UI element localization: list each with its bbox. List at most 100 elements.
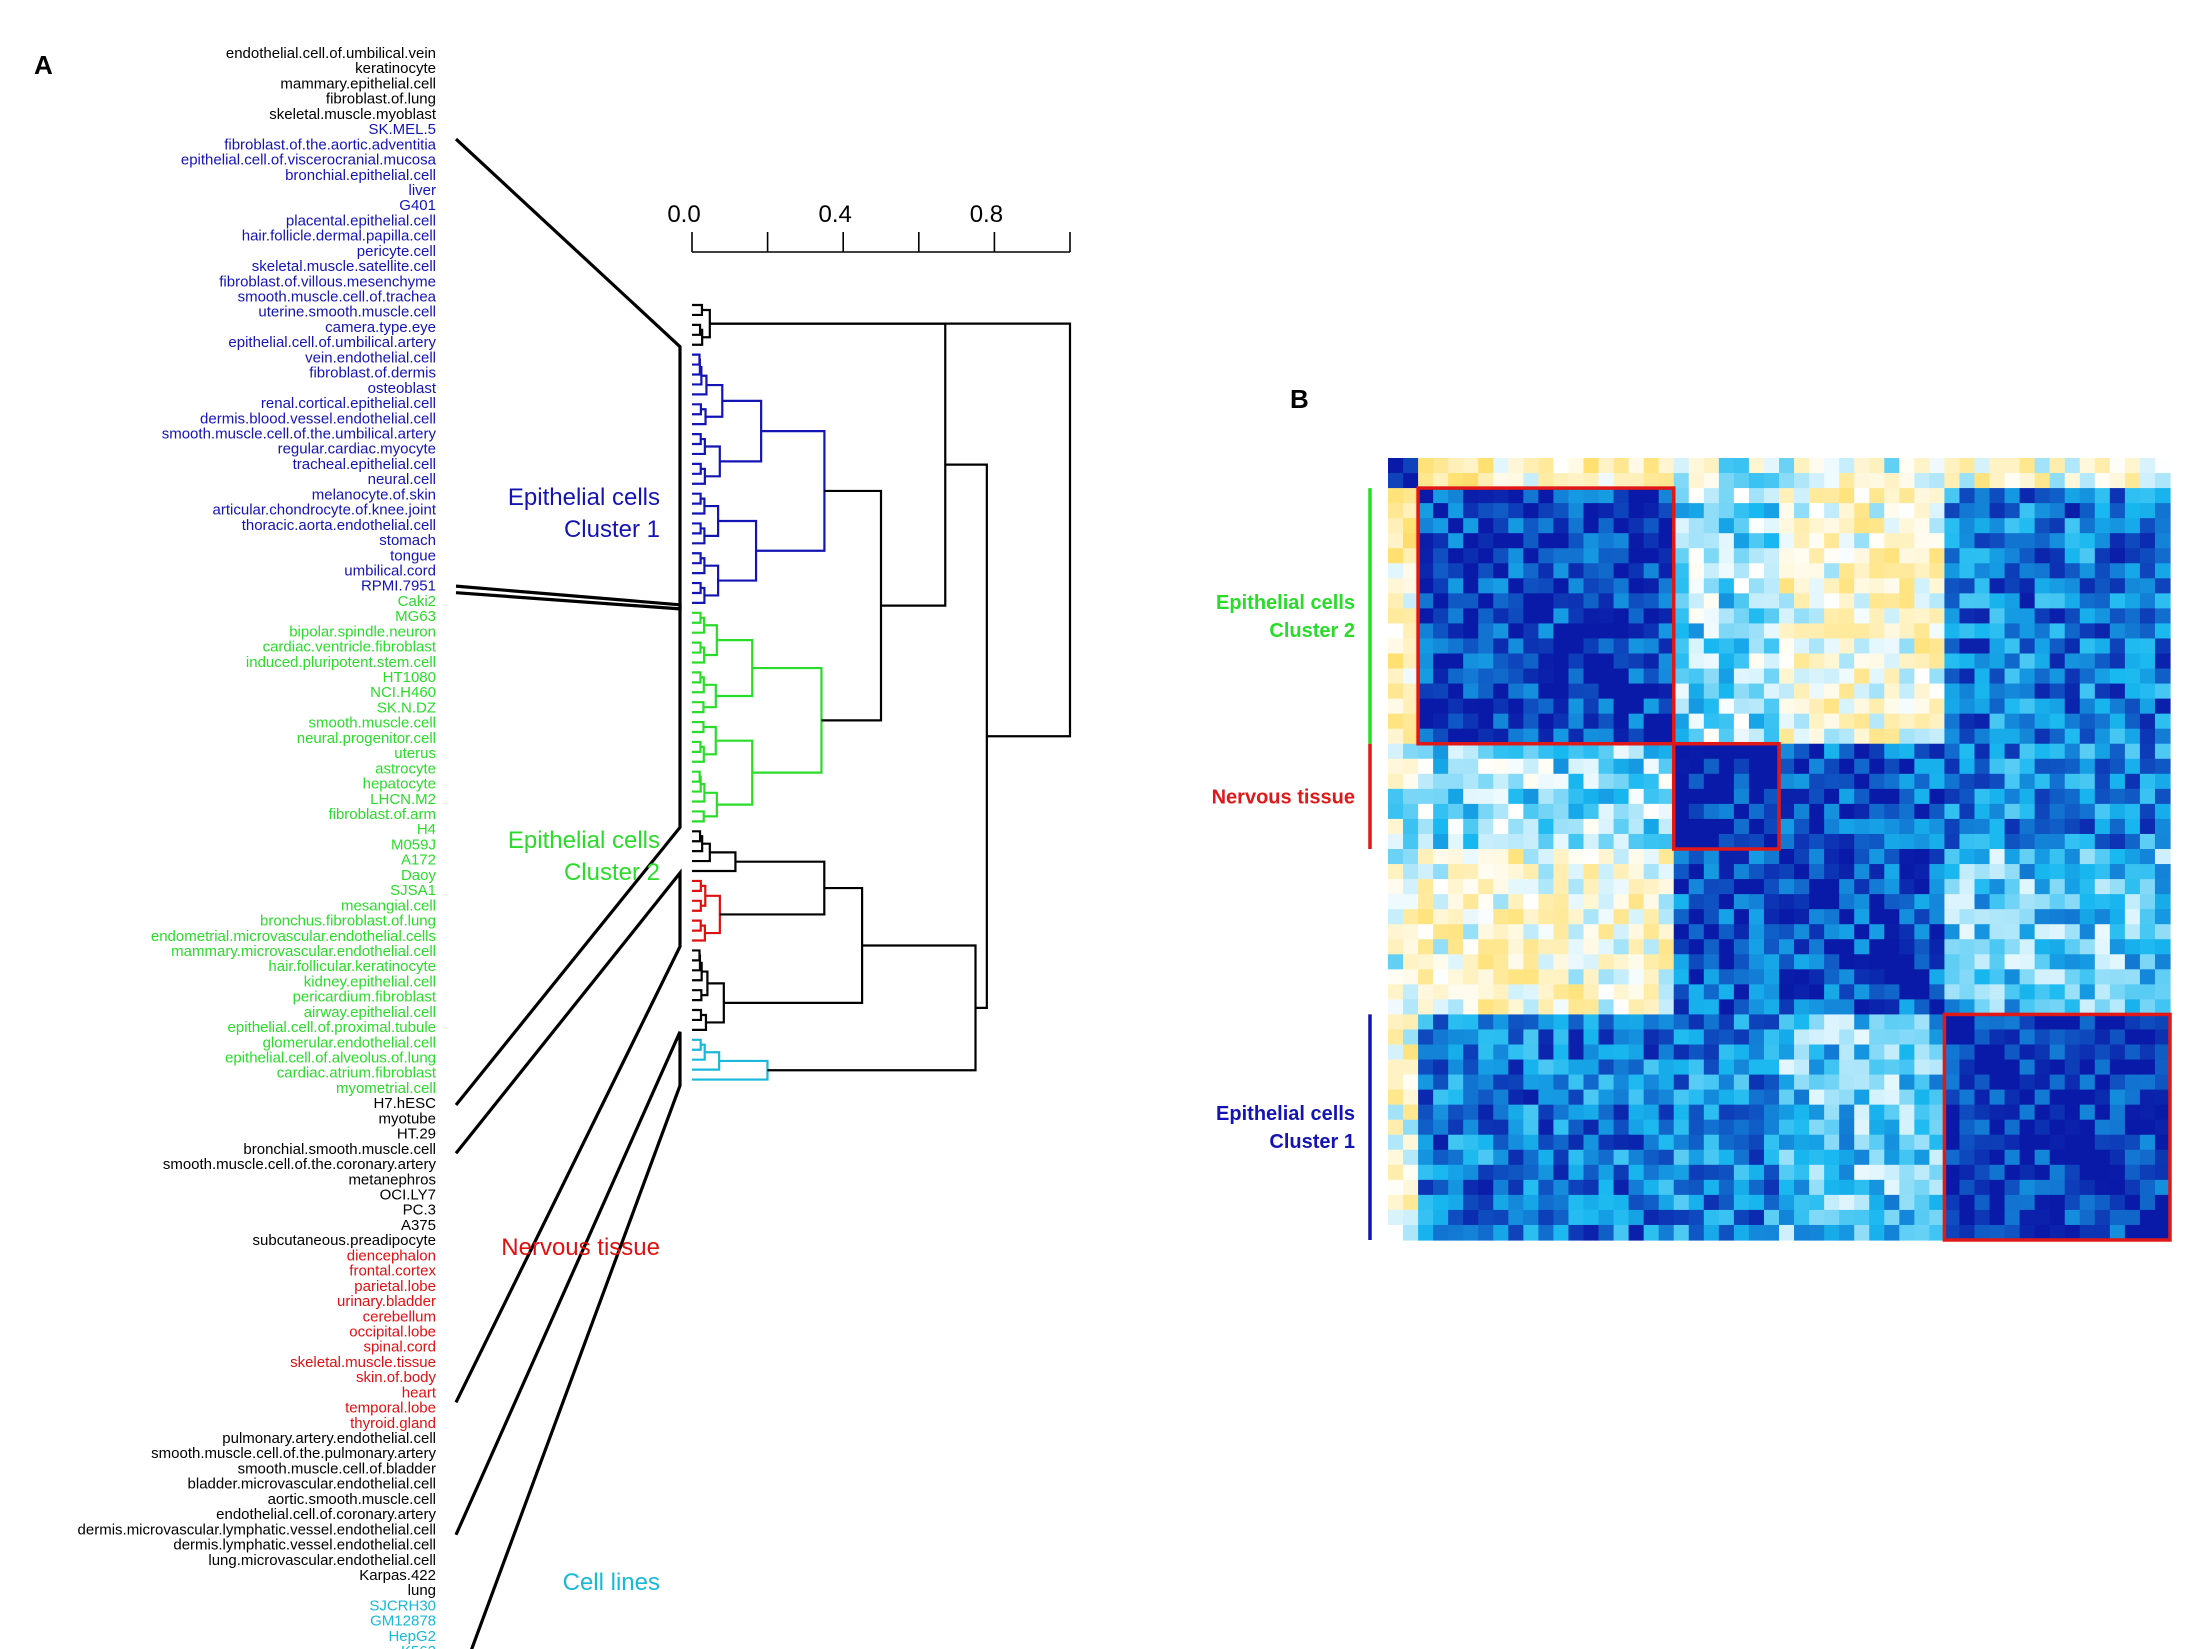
heatmap-cell [1538, 713, 1555, 730]
heatmap-cell [1478, 1134, 1494, 1151]
heatmap-cell [2049, 473, 2066, 489]
heatmap-cell [1809, 548, 1825, 564]
heatmap-cell [2154, 1029, 2171, 1046]
heatmap-cell [1493, 849, 1509, 865]
heatmap-cell [1388, 1029, 1404, 1046]
heatmap-cell [1794, 1149, 1810, 1166]
heatmap-cell [1763, 849, 1780, 865]
heatmap-cell [1763, 503, 1780, 519]
heatmap-cell [1839, 788, 1855, 805]
heatmap-cell [2004, 1209, 2021, 1226]
heatmap-cell [1493, 1104, 1509, 1121]
heatmap-cell [2079, 1014, 2096, 1031]
heatmap-cell [2019, 548, 2036, 564]
heatmap-cell [1748, 818, 1765, 835]
heatmap-cell [1959, 728, 1976, 745]
heatmap-cell [1568, 743, 1585, 760]
heatmap-cell [1673, 548, 1690, 564]
heatmap-cell [1598, 638, 1615, 655]
heatmap-cell [1794, 683, 1810, 700]
heatmap-cell [1613, 1044, 1630, 1061]
heatmap-cell [1718, 683, 1735, 700]
heatmap-cell [1508, 593, 1524, 609]
heatmap-cell [2094, 879, 2111, 895]
heatmap-cell [1899, 818, 1915, 835]
heatmap-cell [1463, 563, 1479, 579]
heatmap-cell [1583, 728, 1600, 745]
heatmap-cell [2139, 788, 2156, 805]
heatmap-cell [1493, 1149, 1509, 1166]
heatmap-cell [1673, 833, 1690, 850]
heatmap-cell [1809, 984, 1825, 1000]
cluster-label-line: Cell lines [563, 1569, 660, 1596]
heatmap-cell [1839, 518, 1855, 534]
heatmap-cell [1989, 1089, 2006, 1106]
heatmap-cell [1493, 653, 1509, 670]
heatmap-cell [1779, 849, 1795, 865]
heatmap-cell [1779, 728, 1795, 745]
heatmap-cell [1508, 849, 1524, 865]
heatmap-cell [1718, 1149, 1735, 1166]
heatmap-cell [1403, 578, 1419, 594]
heatmap-cell [1448, 518, 1464, 534]
heatmap-cell [1884, 533, 1900, 549]
heatmap-cell [1974, 1059, 1991, 1076]
heatmap-cell [1914, 1044, 1930, 1061]
heatmap-cell [2049, 788, 2066, 805]
heatmap-cell [1538, 683, 1555, 700]
heatmap-cell [1508, 939, 1524, 955]
heatmap-cell [2139, 1194, 2156, 1211]
dendrogram-branch [705, 982, 725, 1024]
heatmap-cell [1824, 864, 1840, 880]
heatmap-cell [1974, 743, 1991, 760]
heatmap-cell [1869, 1179, 1885, 1196]
heatmap-cell [1824, 1224, 1840, 1241]
heatmap-cell [1703, 548, 1720, 564]
heatmap-cell [2154, 1044, 2171, 1061]
heatmap-cell [1523, 999, 1539, 1016]
heatmap-cell [1718, 984, 1735, 1000]
heatmap-cell [1388, 638, 1404, 655]
heatmap-cell [1553, 1074, 1570, 1091]
heatmap-cell [2019, 638, 2036, 655]
heatmap-cell [2034, 593, 2051, 609]
heatmap-cell [1869, 653, 1885, 670]
heatmap-cell [2034, 1164, 2051, 1181]
heatmap-cell [1703, 533, 1720, 549]
heatmap-cell [1418, 1104, 1434, 1121]
heatmap-cell [1824, 1149, 1840, 1166]
dendrogram-branch [692, 949, 701, 962]
heatmap-cell [1478, 683, 1494, 700]
heatmap-cell [2109, 1029, 2126, 1046]
heatmap-cell [1433, 1224, 1449, 1241]
heatmap-cell [1418, 1059, 1434, 1076]
dendrogram-branch [692, 374, 708, 396]
heatmap-cell [1779, 758, 1795, 775]
heatmap-cell [1869, 1059, 1885, 1076]
leaf-label: metanephros [348, 1171, 436, 1188]
heatmap-cell [1914, 1224, 1930, 1241]
heatmap-cell [1718, 1074, 1735, 1091]
block-label-line: Nervous tissue [1212, 786, 1355, 808]
heatmap-cell [1779, 1044, 1795, 1061]
heatmap-cell [1688, 999, 1705, 1016]
heatmap-cell [1884, 954, 1900, 970]
heatmap-cell [1989, 773, 2006, 790]
heatmap-cell [1824, 563, 1840, 579]
heatmap-cell [1779, 743, 1795, 760]
heatmap-cell [1794, 1134, 1810, 1151]
heatmap-cell [1688, 683, 1705, 700]
heatmap-cell [1508, 984, 1524, 1000]
heatmap-cell [1493, 728, 1509, 745]
heatmap-cell [1733, 1044, 1750, 1061]
dendrogram-branch [715, 639, 754, 698]
heatmap-cell [1613, 533, 1630, 549]
heatmap-cell [1583, 488, 1600, 504]
heatmap-cell [1854, 999, 1870, 1016]
leaf-label: cardiac.ventricle.fibroblast [263, 639, 437, 656]
heatmap-cell [1779, 623, 1795, 640]
heatmap-cell [1733, 1074, 1750, 1091]
heatmap-cell [2004, 803, 2021, 820]
heatmap-cell [1418, 563, 1434, 579]
heatmap-cell [1508, 623, 1524, 640]
